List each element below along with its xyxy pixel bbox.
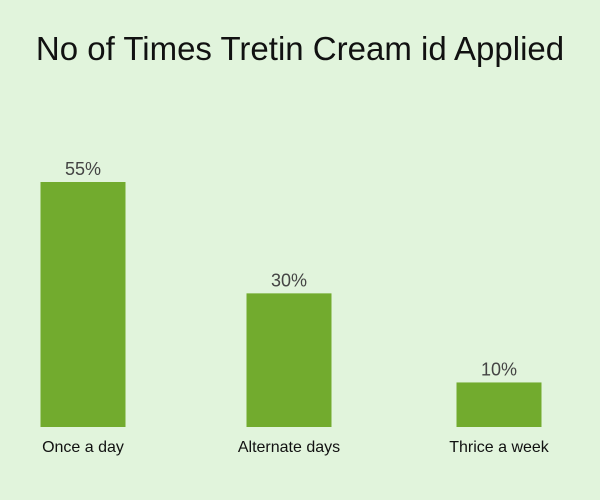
data-label-thrice-a-week: 10%	[481, 359, 517, 379]
x-tick-label-alternate-days: Alternate days	[238, 439, 340, 456]
bar-alternate-days	[246, 293, 332, 427]
bar-once-a-day	[40, 182, 126, 427]
data-label-alternate-days: 30%	[271, 270, 307, 290]
x-tick-label-thrice-a-week: Thrice a week	[449, 439, 550, 456]
x-tick-label-once-a-day: Once a day	[42, 439, 124, 456]
data-label-once-a-day: 55%	[65, 159, 101, 179]
chart-title: No of Times Tretin Cream id Applied	[35, 30, 565, 67]
bar-thrice-a-week	[456, 382, 542, 427]
